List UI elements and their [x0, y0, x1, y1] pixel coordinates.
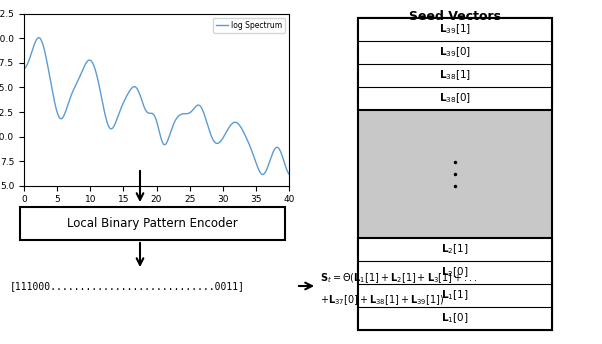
FancyBboxPatch shape: [358, 238, 552, 330]
Text: $\mathbf{L}_{39}[1]$: $\mathbf{L}_{39}[1]$: [439, 23, 471, 36]
FancyBboxPatch shape: [358, 18, 552, 110]
FancyBboxPatch shape: [20, 207, 285, 240]
Text: $\mathbf{L}_{38}[0]$: $\mathbf{L}_{38}[0]$: [439, 92, 471, 105]
Text: Local Binary Pattern Encoder: Local Binary Pattern Encoder: [67, 217, 238, 230]
Text: $\mathbf{L}_{2}[0]$: $\mathbf{L}_{2}[0]$: [441, 266, 469, 279]
Text: $\mathbf{L}_{2}[1]$: $\mathbf{L}_{2}[1]$: [441, 243, 469, 256]
X-axis label: Frequency bin number: Frequency bin number: [98, 210, 215, 220]
FancyBboxPatch shape: [358, 18, 552, 330]
Text: $\mathbf{L}_{1}[0]$: $\mathbf{L}_{1}[0]$: [441, 312, 469, 325]
Legend: log Spectrum: log Spectrum: [213, 18, 285, 33]
Text: $+ \mathbf{L}_{37}[0]+\mathbf{L}_{38}[1]+\mathbf{L}_{39}[1])$: $+ \mathbf{L}_{37}[0]+\mathbf{L}_{38}[1]…: [320, 293, 444, 307]
Text: $\mathbf{L}_{39}[0]$: $\mathbf{L}_{39}[0]$: [439, 46, 471, 60]
Text: [111000............................0011]: [111000............................0011]: [10, 281, 245, 291]
Text: $\mathbf{L}_{38}[1]$: $\mathbf{L}_{38}[1]$: [439, 68, 471, 83]
Text: $\mathbf{S}_t = \Theta(\mathbf{L}_1[1]+\mathbf{L}_2[1]+\mathbf{L}_3[1]+...$: $\mathbf{S}_t = \Theta(\mathbf{L}_1[1]+\…: [320, 271, 478, 285]
Text: Seed Vectors: Seed Vectors: [409, 10, 501, 23]
Text: $\mathbf{L}_{1}[1]$: $\mathbf{L}_{1}[1]$: [441, 289, 469, 302]
